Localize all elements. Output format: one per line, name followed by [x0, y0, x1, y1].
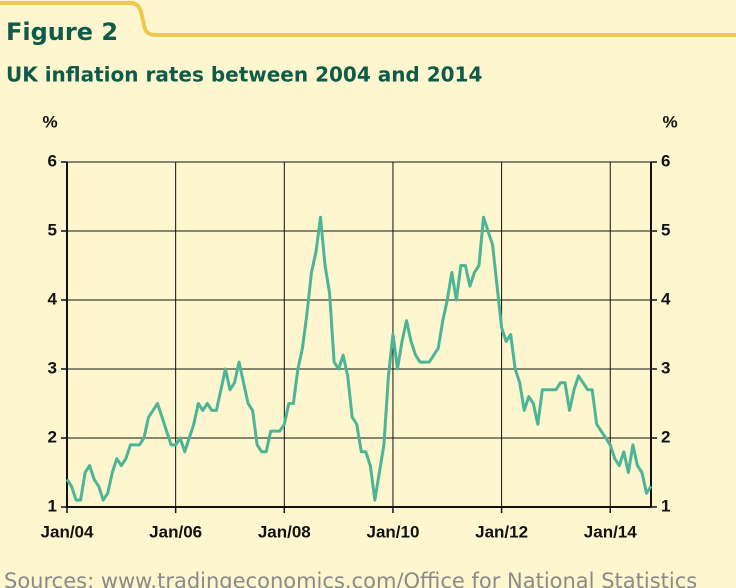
- y-tick-label: 2: [48, 427, 57, 446]
- y2-tick-label: 2: [661, 427, 670, 446]
- x-tick-label: Jan/10: [366, 522, 419, 541]
- y2-tick-label: 6: [661, 151, 670, 170]
- y2-tick-label: 5: [661, 220, 670, 239]
- y-tick-label: 1: [48, 496, 57, 515]
- x-tick-label: Jan/12: [475, 522, 528, 541]
- y-tick-label: 6: [48, 151, 57, 170]
- x-tick-label: Jan/14: [584, 522, 637, 541]
- y-tick-label: 4: [48, 289, 58, 308]
- x-tick-label: Jan/08: [258, 522, 311, 541]
- y-tick-label: 5: [48, 220, 57, 239]
- x-tick-label: Jan/06: [149, 522, 202, 541]
- y2-tick-label: 4: [661, 289, 671, 308]
- figure-tab: [0, 1, 736, 37]
- y2-tick-label: 1: [661, 496, 670, 515]
- x-tick-label: Jan/04: [41, 522, 94, 541]
- y-tick-label: 3: [48, 358, 57, 377]
- y2-unit: %: [662, 112, 677, 131]
- y2-tick-label: 3: [661, 358, 670, 377]
- figure-label: Figure 2: [6, 18, 118, 46]
- data-line: [65, 215, 653, 502]
- source-note: Sources: www.tradingeconomics.com/Office…: [4, 569, 697, 588]
- chart-title: UK inflation rates between 2004 and 2014: [6, 63, 482, 87]
- y-unit: %: [42, 112, 57, 131]
